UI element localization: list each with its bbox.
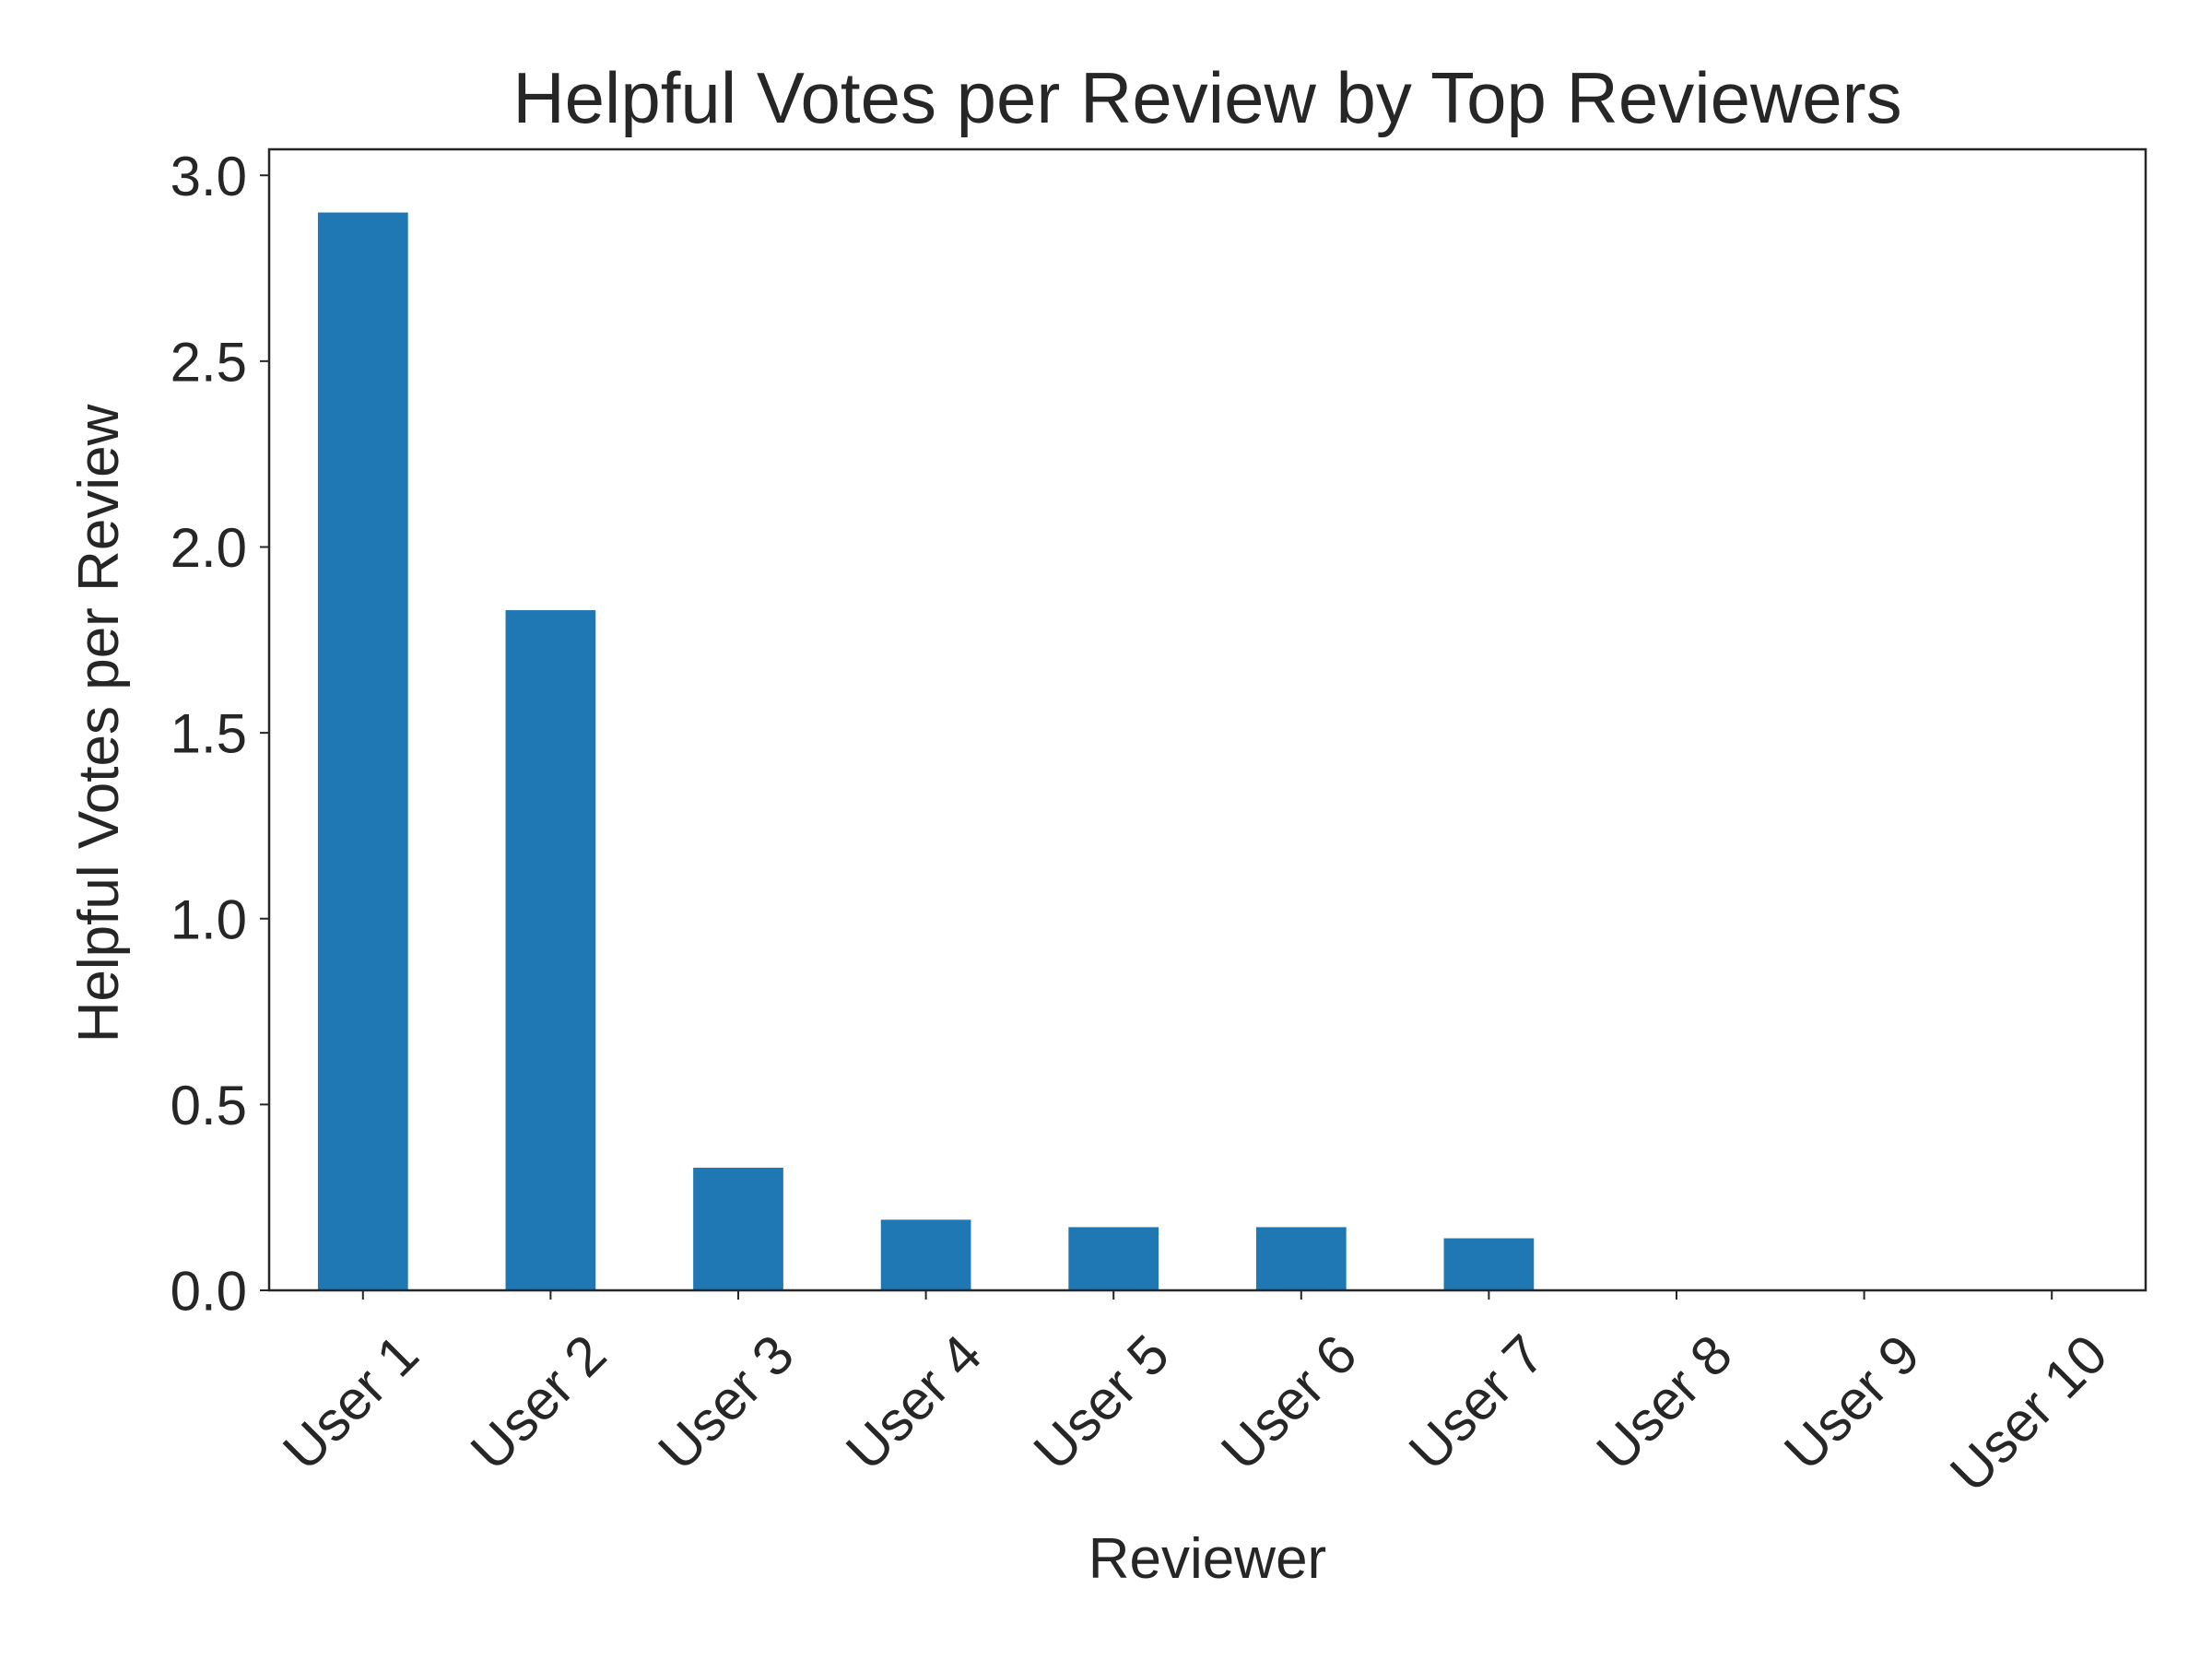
bar-3 <box>693 1167 783 1290</box>
x-tick-label-9: User 9 <box>1772 1324 1931 1482</box>
bar-5 <box>1068 1227 1159 1290</box>
x-tick-label-7: User 7 <box>1397 1324 1556 1482</box>
plot-frame <box>267 147 2147 1292</box>
bar-4 <box>880 1219 971 1290</box>
bars-group <box>317 212 1535 1291</box>
y-tick-label-6: 3.0 <box>171 146 247 207</box>
bar-7 <box>1443 1238 1535 1290</box>
bar-2 <box>505 610 596 1290</box>
x-tick-label-4: User 4 <box>834 1324 993 1482</box>
y-tick-label-5: 2.5 <box>171 331 247 393</box>
bar-6 <box>1255 1227 1347 1290</box>
x-tick-label-2: User 2 <box>459 1324 618 1482</box>
y-tick-label-2: 1.0 <box>171 888 247 950</box>
x-tick-label-10: User 10 <box>1938 1324 2119 1504</box>
x-tick-label-8: User 8 <box>1585 1324 1744 1482</box>
y-axis-label: Helpful Votes per Review <box>67 404 131 1042</box>
y-ticks-group: 0.0 0.5 1.0 1.5 2.0 2.5 3.0 <box>171 146 269 1323</box>
x-axis-label: Reviewer <box>1088 1527 1326 1591</box>
bar-1 <box>317 212 408 1291</box>
x-ticks-group: User 1 User 2 User 3 User 4 User 5 User 6 User… <box>271 1290 2119 1503</box>
y-tick-label-3: 1.5 <box>171 703 247 765</box>
y-tick-label-1: 0.5 <box>171 1075 247 1136</box>
x-tick-label-3: User 3 <box>647 1324 806 1482</box>
x-tick-label-1: User 1 <box>271 1324 429 1482</box>
y-tick-label-0: 0.0 <box>171 1261 247 1323</box>
x-tick-label-5: User 5 <box>1022 1324 1181 1482</box>
chart-title: Helpful Votes per Review by Top Reviewer… <box>512 57 1901 138</box>
x-tick-label-6: User 6 <box>1209 1324 1368 1482</box>
y-tick-label-4: 2.0 <box>171 517 247 579</box>
